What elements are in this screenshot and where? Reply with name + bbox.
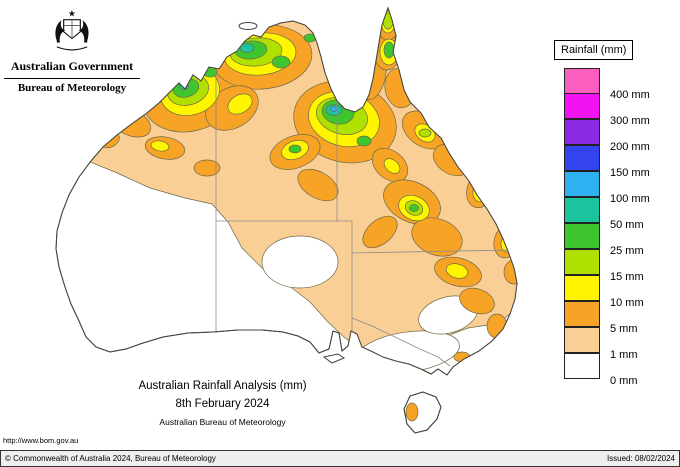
legend-row: 150 mm bbox=[552, 145, 678, 179]
rain-blob bbox=[288, 144, 302, 154]
legend-swatch bbox=[564, 275, 600, 301]
legend-row: 0 mm bbox=[552, 353, 678, 387]
crest-kangaroo-icon bbox=[55, 20, 66, 43]
bom-url: http://www.bom.gov.au bbox=[3, 436, 79, 445]
caption-org: Australian Bureau of Meteorology bbox=[159, 417, 286, 427]
rain-blob bbox=[356, 135, 372, 147]
rain-blob bbox=[261, 235, 339, 289]
melville-island bbox=[238, 22, 258, 30]
legend-swatch bbox=[564, 171, 600, 197]
legend-swatch bbox=[564, 249, 600, 275]
legend-swatch bbox=[564, 145, 600, 171]
issued-text: Issued: 08/02/2024 bbox=[606, 454, 675, 463]
rain-blob bbox=[445, 263, 469, 279]
rain-blob bbox=[383, 158, 401, 174]
rain-blob bbox=[409, 204, 419, 212]
rain-blob bbox=[150, 140, 170, 152]
rain-blob bbox=[479, 188, 485, 196]
nsw-vic-border bbox=[351, 317, 451, 367]
legend-row: 15 mm bbox=[552, 249, 678, 283]
legend-label: 15 mm bbox=[610, 271, 644, 283]
legend-row: 10 mm bbox=[552, 275, 678, 309]
legend-label: 5 mm bbox=[610, 323, 638, 335]
rain-regions-100mm bbox=[330, 106, 338, 112]
legend-row: 50 mm bbox=[552, 197, 678, 231]
legend-label: 0 mm bbox=[610, 375, 638, 387]
rain-blob bbox=[459, 287, 495, 315]
legend-label: 25 mm bbox=[610, 245, 644, 257]
crest-emu-icon bbox=[78, 20, 89, 43]
coastline-overlay bbox=[55, 6, 518, 434]
map-caption: Australian Rainfall Analysis (mm) 8th Fe… bbox=[80, 380, 365, 427]
legend-swatch bbox=[564, 353, 600, 379]
crest-star-icon: ★ bbox=[68, 9, 76, 19]
rain-blob bbox=[382, 12, 394, 30]
rain-blob bbox=[271, 55, 291, 69]
legend-swatch bbox=[564, 68, 600, 94]
rain-blob bbox=[330, 106, 338, 112]
copyright-text: © Commonwealth of Australia 2024, Bureau… bbox=[5, 454, 216, 463]
rain-regions-0mm bbox=[261, 235, 478, 374]
header-divider bbox=[4, 78, 140, 79]
crest-shield-quarters bbox=[63, 19, 81, 38]
rain-blob bbox=[411, 217, 463, 257]
caption-title: Australian Rainfall Analysis (mm) bbox=[138, 380, 307, 392]
rain-blob bbox=[418, 128, 432, 138]
state-borders bbox=[215, 69, 513, 367]
legend-label: 400 mm bbox=[610, 89, 650, 101]
legend-entries: 400 mm 300 mm 200 mm 150 mm 100 mm 50 mm bbox=[552, 68, 678, 387]
rain-blob bbox=[383, 41, 395, 59]
rain-blob bbox=[227, 93, 253, 115]
rain-blob bbox=[476, 184, 486, 198]
legend-swatch bbox=[564, 223, 600, 249]
rain-blob bbox=[405, 402, 419, 422]
legend-row: 300 mm bbox=[552, 93, 678, 127]
caption-date: 8th February 2024 bbox=[175, 398, 270, 410]
rainfall-legend: Rainfall (mm) 400 mm 300 mm 200 mm 150 m… bbox=[552, 40, 678, 387]
legend-swatch bbox=[564, 197, 600, 223]
tasmania-coastline bbox=[403, 391, 442, 434]
legend-row: 200 mm bbox=[552, 119, 678, 153]
legend-label: 200 mm bbox=[610, 141, 650, 153]
legend-label: 10 mm bbox=[610, 297, 644, 309]
legend-row: 25 mm bbox=[552, 223, 678, 257]
mainland-coastline bbox=[55, 6, 518, 376]
qld-nsw-border bbox=[351, 249, 513, 254]
legend-title: Rainfall (mm) bbox=[554, 40, 634, 60]
legend-label: 1 mm bbox=[610, 349, 638, 361]
legend-row: 400 mm bbox=[552, 68, 678, 101]
legend-swatch bbox=[564, 93, 600, 119]
footer-bar: © Commonwealth of Australia 2024, Bureau… bbox=[0, 450, 680, 467]
rain-blob bbox=[503, 259, 517, 285]
bureau-title: Bureau of Meteorology bbox=[17, 82, 127, 94]
legend-label: 150 mm bbox=[610, 167, 650, 179]
legend-swatch bbox=[564, 301, 600, 327]
legend-swatch bbox=[564, 327, 600, 353]
gov-title: Australian Government bbox=[10, 59, 134, 73]
legend-row: 100 mm bbox=[552, 171, 678, 205]
rain-blob bbox=[193, 159, 221, 177]
legend-row: 1 mm bbox=[552, 327, 678, 361]
crest-scroll-icon bbox=[56, 46, 88, 51]
coat-of-arms-icon: ★ bbox=[55, 9, 89, 51]
legend-row: 5 mm bbox=[552, 301, 678, 335]
kangaroo-island bbox=[322, 353, 346, 364]
legend-swatch bbox=[564, 119, 600, 145]
rain-blob bbox=[362, 215, 398, 249]
legend-label: 300 mm bbox=[610, 115, 650, 127]
header: ★ Australian Government Bureau of Meteor… bbox=[4, 6, 140, 94]
legend-label: 50 mm bbox=[610, 219, 644, 231]
legend-label: 100 mm bbox=[610, 193, 650, 205]
